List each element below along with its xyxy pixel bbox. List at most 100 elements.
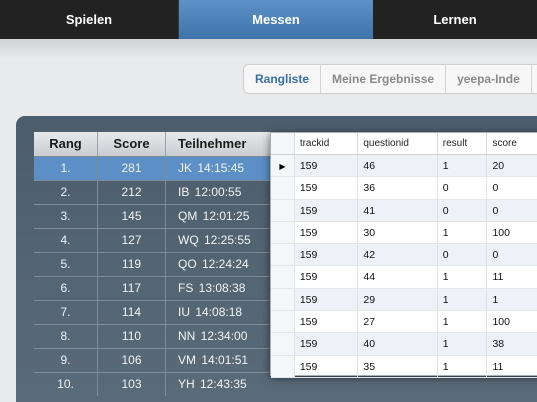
questionid-cell: 29 <box>358 288 438 311</box>
header-teilnehmer[interactable]: Teilnehmer <box>178 136 247 151</box>
trackid-cell: 159 <box>295 355 359 377</box>
subtab-rangliste[interactable]: Rangliste <box>244 65 322 93</box>
trackid-cell: 159 <box>295 333 359 355</box>
trackid-cell: 159 <box>295 266 359 288</box>
rank-cell: 1. <box>34 157 98 180</box>
rank-cell: 5. <box>34 253 98 276</box>
row-header-cell[interactable] <box>271 333 295 355</box>
grid-row[interactable]: 159 30 1 100 <box>271 221 537 245</box>
score-cell: 0 <box>492 204 499 217</box>
tab-lernen[interactable]: Lernen <box>433 12 477 27</box>
track-data-grid: trackid questionid result score ▶ 159 46 1 2… <box>270 132 537 378</box>
grid-row[interactable]: 159 41 0 0 <box>271 199 537 222</box>
table-row[interactable]: 3. 145 QM 12:01:25 <box>34 204 296 228</box>
row-header-cell[interactable] <box>271 244 295 266</box>
rank-cell: 7. <box>34 301 98 324</box>
questionid-cell: 35 <box>358 355 438 377</box>
grid-row[interactable]: ▶ 159 46 1 20 <box>271 155 537 178</box>
score-cell: 103 <box>98 373 166 396</box>
table-row[interactable]: 5. 119 QO 12:24:24 <box>34 252 296 276</box>
questionid-cell: 27 <box>358 311 438 333</box>
row-header-cell[interactable] <box>271 355 295 377</box>
rank-cell: 8. <box>34 325 98 348</box>
row-header-cell[interactable] <box>271 199 295 221</box>
nav-shadow-band <box>0 39 537 59</box>
score-cell: 110 <box>98 325 166 348</box>
score-cell: 11 <box>492 360 504 373</box>
grid-row-header-corner <box>271 133 295 154</box>
score-cell: 1 <box>492 293 499 306</box>
score-cell: 100 <box>492 226 510 239</box>
score-cell: 20 <box>492 160 505 172</box>
row-header-cell[interactable] <box>271 311 295 333</box>
score-cell: 212 <box>98 181 166 204</box>
ranking-table: Rang Score Teilnehmer 1. 281 JK 14:15:45 2.… <box>34 132 296 396</box>
grid-header-trackid[interactable]: trackid <box>295 133 359 154</box>
score-cell: 117 <box>98 277 166 300</box>
result-cell: 1 <box>438 288 488 311</box>
sub-tabs: Rangliste Meine Ergebnisse yeepa-Inde <box>243 64 537 94</box>
header-score[interactable]: Score <box>98 132 166 156</box>
grid-row[interactable]: 159 40 1 38 <box>271 333 537 356</box>
grid-row[interactable]: 159 44 1 11 <box>271 266 537 289</box>
questionid-cell: 46 <box>358 155 438 177</box>
score-cell: 100 <box>492 316 510 329</box>
score-cell: 0 <box>492 249 499 262</box>
result-cell: 0 <box>438 177 488 199</box>
grid-row[interactable]: 159 36 0 0 <box>271 177 537 200</box>
table-row[interactable]: 7. 114 IU 14:08:18 <box>34 300 296 324</box>
questionid-cell: 41 <box>358 199 438 221</box>
participant-cell: FS 13:08:38 <box>178 281 246 295</box>
row-header-cell[interactable] <box>271 266 295 288</box>
table-row[interactable]: 9. 106 VM 14:01:51 <box>34 348 296 372</box>
current-row-arrow-icon[interactable]: ▶ <box>271 155 295 177</box>
subtab-yeepa-index[interactable]: yeepa-Inde <box>446 65 532 93</box>
grid-header: trackid questionid result score <box>271 133 537 155</box>
rank-cell: 6. <box>34 277 98 300</box>
participant-cell: YH 12:43:35 <box>178 377 247 391</box>
score-cell: 38 <box>492 338 505 351</box>
row-header-cell[interactable] <box>271 221 295 244</box>
table-row[interactable]: 10. 103 YH 12:43:35 <box>34 372 296 396</box>
score-cell: 119 <box>98 253 166 276</box>
result-cell: 0 <box>438 199 488 221</box>
grid-row[interactable]: 159 27 1 100 <box>271 311 537 334</box>
tab-spielen[interactable]: Spielen <box>0 0 179 39</box>
header-rang[interactable]: Rang <box>34 132 98 156</box>
rank-cell: 4. <box>34 229 98 252</box>
grid-row[interactable]: 159 42 0 0 <box>271 244 537 267</box>
participant-cell: WQ 12:25:55 <box>178 233 251 247</box>
score-cell: 281 <box>98 157 166 180</box>
result-cell: 0 <box>438 244 488 266</box>
table-row[interactable]: 1. 281 JK 14:15:45 <box>34 156 296 180</box>
tab-messen[interactable]: Messen <box>179 0 373 39</box>
participant-cell: QO 12:24:24 <box>178 257 249 271</box>
grid-header-result[interactable]: result <box>438 133 488 154</box>
grid-row[interactable]: 159 29 1 1 <box>271 288 537 312</box>
score-cell: 11 <box>492 271 504 284</box>
table-row[interactable]: 2. 212 IB 12:00:55 <box>34 180 296 204</box>
score-cell: 127 <box>98 229 166 252</box>
grid-row[interactable]: 159 35 1 11 <box>271 355 537 378</box>
trackid-cell: 159 <box>295 199 359 221</box>
participant-cell: IU 14:08:18 <box>178 305 243 319</box>
grid-header-questionid[interactable]: questionid <box>358 133 438 154</box>
table-row[interactable]: 4. 127 WQ 12:25:55 <box>34 228 296 252</box>
trackid-cell: 159 <box>295 311 359 333</box>
trackid-cell: 159 <box>295 155 359 177</box>
grid-header-score[interactable]: score <box>492 138 517 149</box>
rank-cell: 3. <box>34 205 98 228</box>
subtab-meine-ergebnisse[interactable]: Meine Ergebnisse <box>321 65 447 93</box>
result-cell: 1 <box>438 221 488 244</box>
row-header-cell[interactable] <box>271 288 295 311</box>
result-cell: 1 <box>438 155 488 177</box>
questionid-cell: 44 <box>358 266 438 288</box>
rank-cell: 9. <box>34 349 98 372</box>
score-cell: 0 <box>492 182 499 195</box>
participant-cell: QM 12:01:25 <box>178 209 250 223</box>
result-cell: 1 <box>438 355 488 377</box>
table-row[interactable]: 6. 117 FS 13:08:38 <box>34 276 296 300</box>
row-header-cell[interactable] <box>271 177 295 199</box>
table-row[interactable]: 8. 110 NN 12:34:00 <box>34 324 296 348</box>
participant-cell: IB 12:00:55 <box>178 185 242 199</box>
